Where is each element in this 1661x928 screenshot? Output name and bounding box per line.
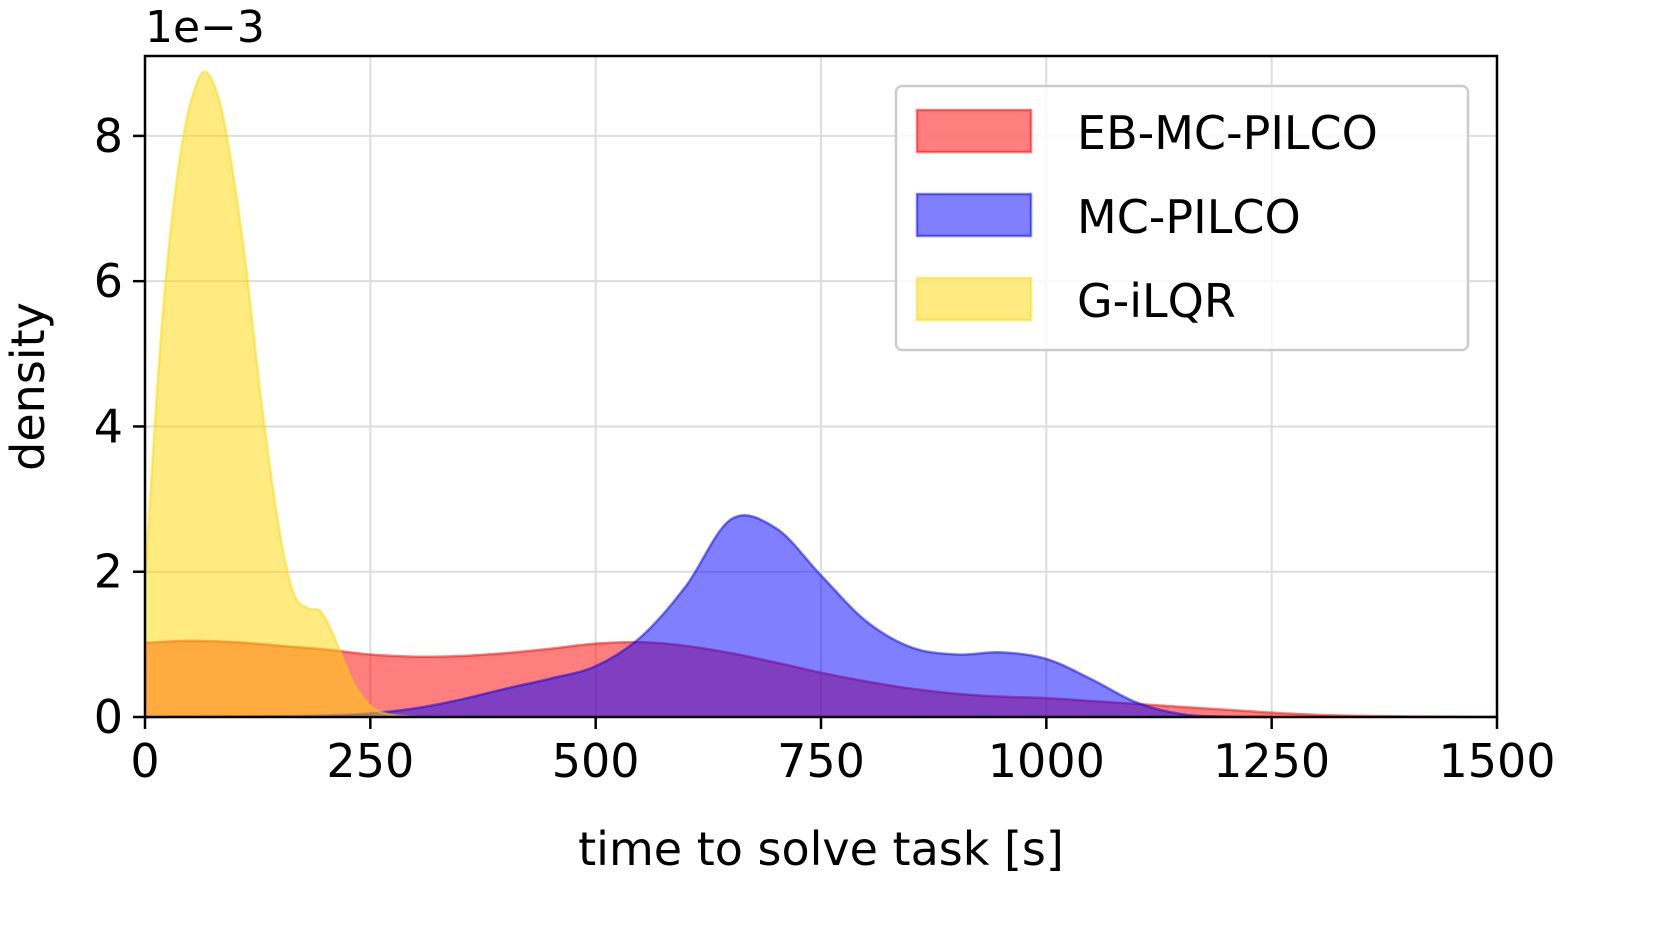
y-tick-label: 6 [94,254,123,308]
legend-label-g-ilqr: G-iLQR [1077,274,1236,328]
x-tick-label: 750 [777,734,865,788]
x-tick-label: 1250 [1213,734,1330,788]
y-axis-label: density [1,302,55,471]
area-g-ilqr [145,71,416,717]
legend-label-mc-pilco: MC-PILCO [1077,190,1301,244]
x-tick-label: 1000 [988,734,1105,788]
legend-swatch-eb-mc-pilco [915,108,1033,154]
legend-box [894,84,1470,352]
legend-entries: EB-MC-PILCO MC-PILCO G-iLQR [915,106,1378,328]
x-tick-label: 250 [326,734,414,788]
y-tick-label: 8 [94,109,123,163]
x-axis-label: time to solve task [s] [578,822,1064,876]
y-tick-label: 2 [94,545,123,599]
y-offset-text: 1e−3 [145,2,265,53]
x-tick-label: 1500 [1438,734,1555,788]
legend-swatch-g-ilqr [915,276,1033,322]
area-mc-pilco [145,515,1272,717]
axis-ticks: 0 250 500 750 1000 1250 1500 0 2 4 6 8 [94,109,1556,788]
x-tick-label: 0 [130,734,159,788]
legend-swatch-mc-pilco [915,192,1033,238]
y-tick-label: 0 [94,690,123,744]
y-tick-label: 4 [94,399,123,453]
series-areas [143,70,1498,719]
line-g-ilqr [143,70,416,719]
x-tick-label: 500 [552,734,640,788]
line-mc-pilco [144,514,1272,719]
legend: EB-MC-PILCO MC-PILCO G-iLQR [894,84,1470,352]
legend-label-eb-mc-pilco: EB-MC-PILCO [1077,106,1378,160]
